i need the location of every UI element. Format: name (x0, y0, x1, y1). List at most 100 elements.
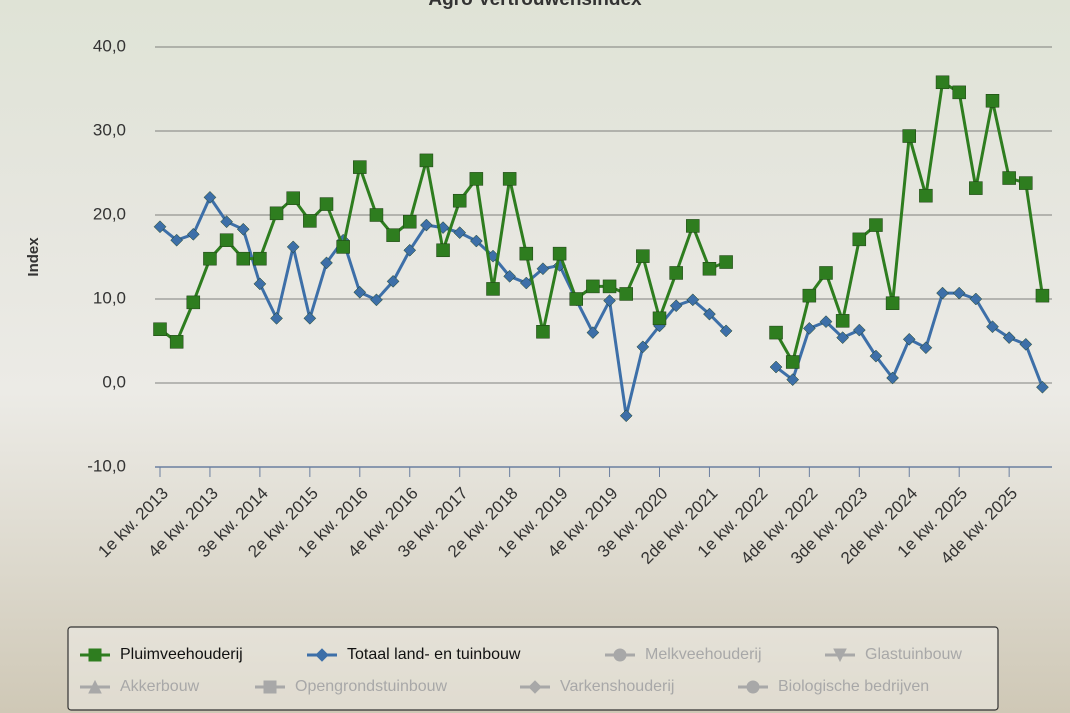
data-point (703, 307, 716, 321)
data-point (153, 220, 167, 234)
data-point (686, 293, 700, 307)
legend-item[interactable]: Melkveehouderij (605, 646, 762, 663)
data-point (719, 324, 733, 338)
data-point (1019, 338, 1033, 351)
data-point (869, 349, 883, 363)
data-point (203, 191, 217, 204)
data-point (786, 373, 800, 386)
data-point (986, 320, 999, 334)
data-point (320, 256, 333, 270)
data-point (802, 322, 816, 335)
data-point (353, 160, 367, 174)
data-point (702, 262, 717, 276)
legend-label: Opengrondstuinbouw (295, 678, 448, 695)
data-point (386, 228, 400, 242)
data-point (886, 371, 899, 385)
data-point (220, 215, 233, 229)
legend-item[interactable]: Akkerbouw (80, 678, 200, 695)
data-point (186, 295, 201, 310)
data-point (203, 251, 217, 266)
data-point (502, 172, 517, 186)
data-point (370, 293, 383, 307)
legend-marker (746, 680, 760, 694)
data-point (536, 325, 550, 339)
data-point (569, 292, 583, 306)
data-point (319, 197, 334, 211)
legend-label: Varkenshouderij (560, 678, 674, 695)
data-point (902, 129, 916, 143)
data-point (452, 193, 467, 208)
y-axis-label: Index (25, 237, 42, 277)
series-line (159, 79, 1044, 367)
chart-title: Agro Vertrouwensindex (428, 0, 642, 10)
data-point (669, 299, 683, 313)
data-point (1002, 171, 1016, 185)
data-point (403, 243, 417, 257)
data-point (969, 181, 983, 195)
data-point (536, 262, 550, 276)
data-point (952, 85, 966, 100)
legend-item[interactable]: Biologische bedrijven (738, 678, 929, 695)
data-point (919, 341, 933, 355)
data-point (1036, 380, 1049, 394)
data-point (835, 314, 850, 328)
legend-item[interactable]: Varkenshouderij (520, 678, 674, 695)
legend-label: Totaal land- en tuinbouw (347, 646, 521, 663)
data-point (902, 332, 916, 346)
legend-marker (528, 680, 542, 694)
data-point (952, 286, 966, 300)
data-point (885, 296, 900, 310)
legend-marker (315, 648, 329, 662)
data-point (969, 292, 983, 306)
data-point (286, 240, 300, 254)
data-point (802, 288, 817, 303)
data-point (619, 287, 633, 301)
data-point (619, 409, 633, 423)
data-point (303, 311, 317, 325)
legend-item[interactable]: Totaal land- en tuinbouw (307, 646, 521, 663)
data-point (153, 322, 167, 336)
legend-marker (263, 680, 277, 694)
data-point (819, 266, 833, 280)
data-point (236, 251, 250, 266)
data-point (785, 355, 800, 369)
y-tick-label: 40,0 (93, 36, 126, 55)
legend-marker (88, 648, 102, 662)
data-point (719, 255, 733, 269)
data-point (1019, 176, 1033, 190)
y-tick-label: 20,0 (93, 204, 126, 223)
data-point (253, 277, 267, 291)
legend-marker (88, 679, 102, 694)
data-point (419, 153, 434, 168)
data-point (169, 335, 184, 349)
data-point (369, 208, 384, 222)
legend-item[interactable]: Pluimveehouderij (80, 646, 243, 663)
data-point (919, 188, 933, 203)
data-point (869, 218, 883, 232)
legend-box (67, 626, 999, 711)
y-tick-label: 30,0 (93, 120, 126, 139)
data-point (270, 311, 283, 325)
legend-marker (613, 648, 627, 662)
data-point (436, 243, 450, 258)
data-point (469, 234, 483, 248)
data-point (602, 279, 617, 294)
legend-label: Pluimveehouderij (120, 646, 243, 663)
legend-label: Melkveehouderij (645, 646, 762, 663)
data-point (219, 233, 234, 247)
data-point (819, 315, 833, 329)
data-point (586, 326, 600, 339)
data-point (286, 191, 300, 205)
legend-marker (833, 648, 847, 663)
data-point (336, 240, 350, 254)
legend-label: Biologische bedrijven (778, 678, 929, 695)
data-point (769, 325, 783, 340)
data-point (552, 246, 567, 261)
legend-item[interactable]: Glastuinbouw (825, 646, 962, 663)
data-point (503, 269, 517, 283)
data-point (586, 279, 600, 294)
data-point (386, 275, 400, 288)
legend-item[interactable]: Opengrondstuinbouw (255, 678, 448, 695)
data-point (669, 266, 683, 280)
